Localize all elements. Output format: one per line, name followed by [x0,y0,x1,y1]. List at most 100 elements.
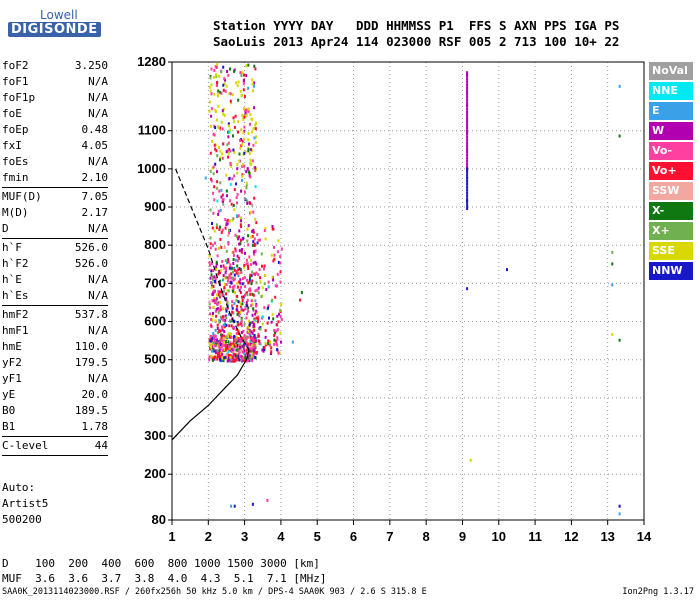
trace-point [217,126,220,130]
trace-point [276,250,279,254]
trace-point [230,358,233,362]
header-labels: Station YYYY DAY DDD HHMMSS P1 FFS S AXN… [213,18,620,33]
echo-point [611,333,614,336]
trace-point [212,191,214,195]
trace-point [240,250,243,254]
trace-point [216,323,219,327]
trace-point [246,298,249,302]
trace-point [229,285,231,289]
trace-point [273,333,276,337]
echo-point [300,291,303,294]
trace-point [246,293,249,297]
trace-point [235,235,238,239]
trace-point [219,358,222,362]
trace-point [231,218,234,222]
trace-point [233,353,236,356]
trace-point [215,73,217,77]
trace-point [229,263,232,267]
trace-point [243,352,246,355]
param-label: foF1p [2,91,36,104]
trace-point [223,341,226,344]
trace-point [238,235,240,239]
trace-point [232,287,235,291]
trace-point [210,107,213,111]
trace-point [232,258,235,261]
trace-point [280,318,283,321]
trace-point [256,233,259,237]
param-label: MUF(D) [2,190,42,203]
trace-point [218,246,220,250]
trace-point [241,71,244,75]
trace-point [239,139,242,142]
trace-point [209,208,212,212]
trace-point [244,356,247,359]
echo-point [466,123,469,127]
trace-point [222,142,225,146]
echo-point [233,504,236,508]
trace-point [236,201,238,205]
echo-point [466,176,469,180]
trace-point [222,88,225,92]
trace-point [251,292,254,296]
trace-point [264,226,267,230]
trace-point [241,282,244,286]
trace-point [222,274,225,278]
trace-point [232,270,234,274]
trace-point [260,252,263,256]
trace-point [222,264,225,268]
trace-point [235,81,238,85]
trace-point [245,351,248,355]
trace-point [215,226,218,230]
trace-point [227,258,230,262]
echo-point [466,167,469,171]
trace-point [271,298,274,302]
trace-point [264,341,267,345]
trace-point [237,323,240,327]
trace-point [231,266,233,270]
param-label: yE [2,388,16,401]
trace-point [268,316,270,320]
trace-point [235,331,238,335]
trace-point [236,304,239,308]
trace-point [229,128,232,132]
param-label: fxI [2,139,22,152]
trace-point [255,121,258,125]
param-value: 110.0 [74,340,108,353]
trace-point [241,174,244,178]
trace-point [252,272,255,276]
trace-point [248,349,251,353]
trace-point [237,98,240,102]
trace-point [228,343,231,347]
trace-point [222,338,225,342]
trace-point [212,291,215,295]
y-tick-label: 500 [144,352,166,367]
trace-point [252,143,255,147]
trace-point [219,346,222,350]
trace-point [238,314,241,318]
trace-point [255,304,258,308]
trace-point [276,314,279,318]
trace-point [225,150,228,154]
trace-point [217,209,220,213]
trace-point [237,256,240,260]
trace-point [273,257,276,261]
model-trace-curve [175,168,250,351]
trace-point [229,341,232,345]
trace-point [254,312,257,316]
echo-point [466,129,469,133]
trace-point [273,245,275,249]
trace-point [250,263,253,267]
trace-point [242,163,245,167]
echo-point [466,89,469,93]
param-label: foE [2,107,22,120]
trace-point [241,237,244,241]
y-tick-label: 200 [144,466,166,481]
trace-point [225,220,228,224]
trace-point [217,307,220,311]
trace-point [223,246,226,249]
trace-point [215,297,218,301]
echo-point [611,250,614,254]
trace-point [276,348,279,352]
trace-point [228,358,231,362]
trace-point [237,214,240,218]
